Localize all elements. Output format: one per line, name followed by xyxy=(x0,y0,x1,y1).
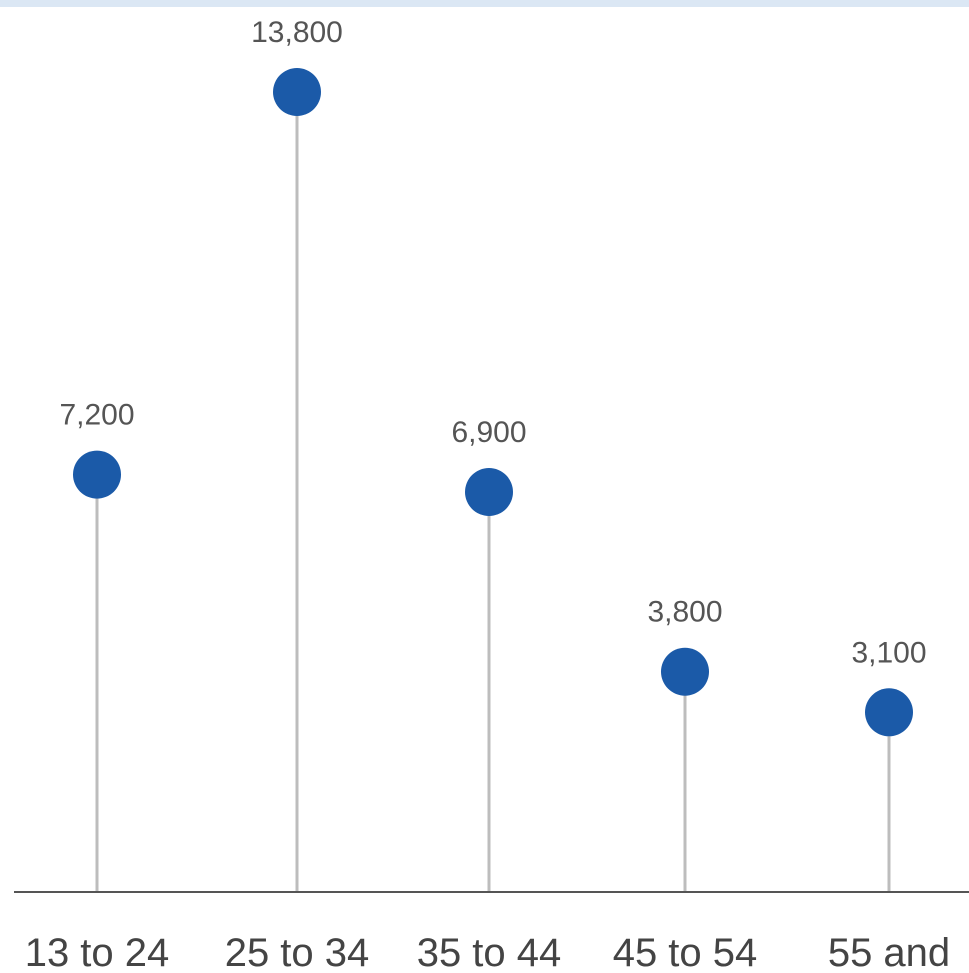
top-band xyxy=(0,0,969,7)
marker-2 xyxy=(465,468,513,516)
marker-4 xyxy=(865,688,913,737)
marker-3 xyxy=(661,647,709,696)
value-label-3: 3,800 xyxy=(647,596,722,629)
marker-0 xyxy=(73,450,121,499)
category-label-1: 25 to 34 xyxy=(225,931,370,973)
category-label-3: 45 to 54 xyxy=(613,931,758,973)
category-labels: 13 to 24 25 to 34 35 to 44 45 to 54 55 and xyxy=(25,931,950,973)
marker-1 xyxy=(273,68,321,116)
value-label-2: 6,900 xyxy=(451,416,526,449)
category-label-4: 55 and xyxy=(828,931,950,973)
value-label-4: 3,100 xyxy=(851,636,926,669)
markers xyxy=(73,68,913,737)
value-label-1: 13,800 xyxy=(251,16,343,49)
value-label-0: 7,200 xyxy=(59,399,134,432)
category-label-0: 13 to 24 xyxy=(25,931,170,973)
value-labels: 7,200 13,800 6,900 3,800 3,100 xyxy=(59,16,926,669)
stems xyxy=(95,92,891,892)
category-label-2: 35 to 44 xyxy=(417,931,562,973)
